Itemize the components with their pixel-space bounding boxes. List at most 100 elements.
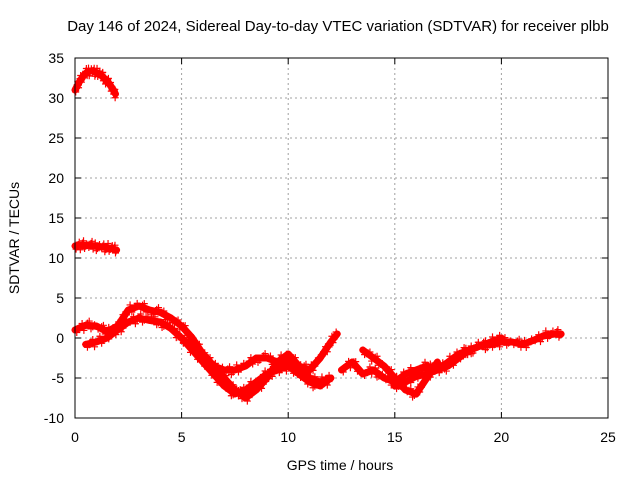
data-marker-arc-a — [245, 394, 253, 402]
data-marker-arc-a — [181, 322, 189, 330]
data-marker-arc-b — [133, 317, 141, 325]
data-marker-arc-b — [245, 381, 253, 389]
data-marker-arc-b — [229, 391, 237, 399]
data-marker-arc-f — [496, 343, 504, 351]
data-marker-arc-d — [400, 368, 408, 376]
data-marker-arc-high — [107, 78, 115, 86]
data-marker-arc-c — [208, 363, 216, 371]
data-marker-arc-b — [258, 374, 266, 382]
data-marker-arc-a — [91, 321, 99, 329]
data-marker-arc-b — [249, 384, 257, 392]
data-marker-arc-d — [407, 364, 415, 372]
data-marker-arc-b — [170, 324, 178, 332]
grid-lines — [75, 58, 608, 418]
data-marker-arc-c — [288, 355, 296, 363]
data-marker-arc-c — [266, 352, 274, 360]
data-marker-arc-e — [410, 392, 418, 400]
data-marker-arc-f — [460, 344, 468, 352]
data-marker-arc-f — [446, 352, 454, 360]
y-tick-label: 30 — [48, 90, 64, 106]
data-marker-arc-c — [281, 355, 289, 363]
data-marker-arc-f — [410, 372, 418, 380]
data-marker-arc-b — [304, 380, 312, 388]
data-marker-arc-f — [515, 335, 523, 343]
data-marker-arc-c — [249, 360, 257, 368]
y-tick-label: 25 — [48, 130, 64, 146]
data-marker-arc-f — [400, 383, 408, 391]
data-point-arc-e — [433, 358, 441, 366]
y-tick-label: 35 — [48, 50, 64, 66]
data-marker-arc-c — [282, 362, 290, 370]
data-marker-arc-b — [165, 319, 173, 327]
data-marker-arc-b — [259, 370, 267, 378]
data-marker-arc-b — [233, 385, 241, 393]
data-marker-arc-a — [186, 331, 194, 339]
data-marker-arc-c — [318, 352, 326, 360]
plot-border — [74, 57, 609, 419]
data-marker-arc-a — [229, 381, 237, 389]
data-marker-arc-d — [352, 358, 360, 366]
data-marker-arc-11 — [80, 237, 88, 245]
data-marker-arc-f — [480, 338, 488, 346]
data-marker-arc-a — [259, 380, 267, 388]
x-tick-label: 5 — [178, 429, 186, 445]
data-marker-arc-c — [186, 345, 194, 353]
data-point-arc-e — [359, 346, 367, 354]
data-marker-arc-f — [421, 374, 429, 382]
data-marker-arc-f — [542, 327, 550, 335]
data-marker-arc-a — [126, 301, 134, 309]
data-marker-arc-c — [245, 357, 253, 365]
data-marker-arc-f — [398, 376, 406, 384]
data-marker-arc-a — [85, 317, 93, 325]
data-marker-arc-high — [77, 78, 85, 86]
data-marker-arc-f — [441, 365, 449, 373]
data-marker-arc-c — [197, 348, 205, 356]
data-marker-arc-b — [293, 368, 301, 376]
data-marker-arc-f — [437, 362, 445, 370]
data-marker-arc-b — [123, 317, 131, 325]
y-tick-label: 15 — [48, 210, 64, 226]
x-tick-label: 15 — [387, 429, 403, 445]
data-marker-arc-c — [206, 354, 214, 362]
data-marker-arc-d — [339, 368, 347, 376]
data-marker-arc-b — [105, 335, 113, 343]
data-marker-arc-11 — [104, 239, 112, 247]
data-marker-arc-b — [314, 379, 322, 387]
data-marker-arc-a — [291, 354, 299, 362]
data-marker-arc-b — [151, 313, 159, 321]
data-marker-arc-b — [117, 328, 125, 336]
data-marker-arc-f — [464, 348, 472, 356]
data-marker-arc-high — [97, 71, 105, 79]
data-marker-arc-b — [320, 378, 328, 386]
data-marker-arc-a — [318, 373, 326, 381]
data-marker-arc-c — [261, 350, 269, 358]
data-marker-arc-c — [330, 335, 338, 343]
data-marker-arc-a — [144, 306, 152, 314]
data-series — [71, 64, 565, 405]
chart-title: Day 146 of 2024, Sidereal Day-to-day VTE… — [67, 18, 609, 35]
data-point-arc-f — [444, 358, 452, 366]
data-marker-arc-a — [174, 316, 182, 324]
data-marker-arc-11 — [111, 241, 119, 249]
data-marker-arc-c — [243, 361, 251, 369]
data-marker-arc-11 — [76, 246, 84, 254]
data-marker-arc-a — [165, 313, 173, 321]
data-marker-arc-c — [309, 366, 317, 374]
data-marker-arc-b — [155, 319, 163, 327]
data-marker-arc-high — [111, 94, 119, 102]
data-marker-arc-d — [357, 367, 365, 375]
data-marker-arc-high — [99, 68, 107, 76]
data-marker-arc-b — [240, 383, 248, 391]
data-marker-arc-b — [250, 380, 258, 388]
series-arc-11 — [71, 237, 121, 257]
data-marker-arc-11 — [91, 239, 99, 247]
data-marker-arc-a — [80, 326, 88, 334]
data-marker-arc-a — [258, 384, 266, 392]
data-marker-arc-b — [130, 313, 138, 321]
data-marker-arc-high — [72, 88, 80, 96]
data-marker-arc-b — [272, 367, 280, 375]
data-marker-arc-c — [293, 360, 301, 368]
data-marker-arc-c — [307, 361, 315, 369]
y-tick-label: -10 — [44, 410, 64, 426]
